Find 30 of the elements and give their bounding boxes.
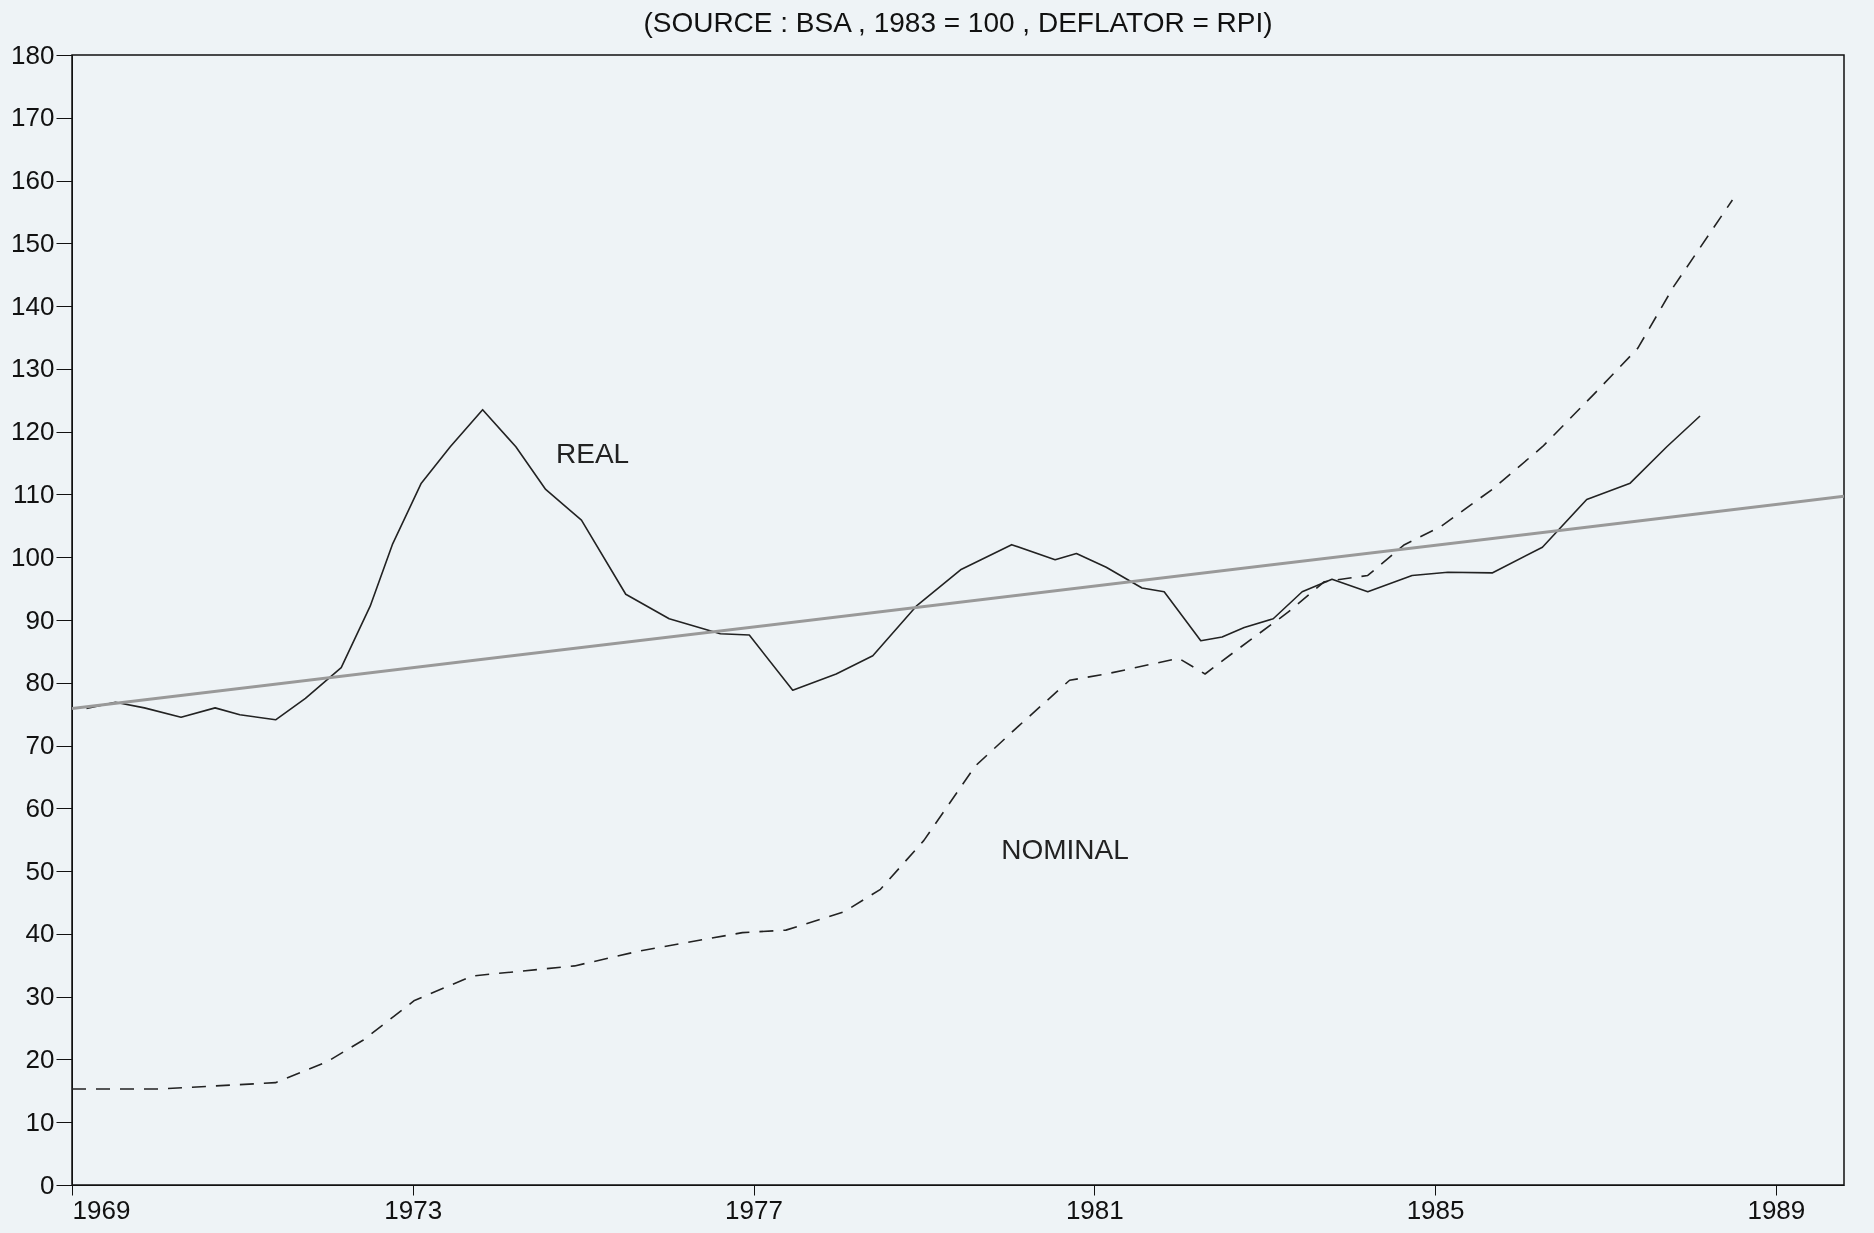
y-tick-label: 170: [11, 102, 55, 133]
text: NOMINAL: [1001, 834, 1129, 866]
line-series: [85, 408, 1701, 721]
chart-title: (SOURCE : BSA , 1983 = 100 , DEFLATOR = RPI): [643, 7, 1273, 38]
y-tick-label: 0: [40, 1169, 55, 1200]
x-tick-label: 1969: [72, 1194, 131, 1225]
y-tick-label: 150: [11, 227, 55, 258]
y-tick-label: 70: [25, 730, 55, 761]
y-tick-label: 40: [25, 918, 55, 949]
y-tick-label: 30: [25, 981, 55, 1012]
y-tick-label: 60: [25, 792, 55, 823]
y-tick-label: 160: [11, 165, 55, 196]
x-tick-label: 1973: [384, 1194, 443, 1225]
y-tick-label: 50: [25, 855, 55, 886]
x-tick-label: 1981: [1065, 1194, 1124, 1225]
y-tick-label: 80: [25, 667, 55, 698]
y-tick-label: 120: [11, 416, 55, 447]
series-label: REAL: [556, 437, 630, 469]
y-tick-label: 10: [25, 1106, 55, 1137]
y-tick-label: 180: [11, 39, 55, 70]
y-tick-label: 130: [11, 353, 55, 384]
y-tick-label: 100: [11, 541, 55, 572]
y-tick-label: 90: [25, 604, 55, 635]
x-tick-label: 1977: [725, 1194, 783, 1225]
y-tick-label: 110: [13, 478, 55, 509]
y-tick-label: 140: [11, 290, 55, 321]
line-series: [72, 199, 1734, 1090]
x-tick-label: 1985: [1406, 1194, 1465, 1225]
y-tick-label: 20: [25, 1043, 55, 1074]
x-tick-label: 1989: [1747, 1194, 1806, 1225]
